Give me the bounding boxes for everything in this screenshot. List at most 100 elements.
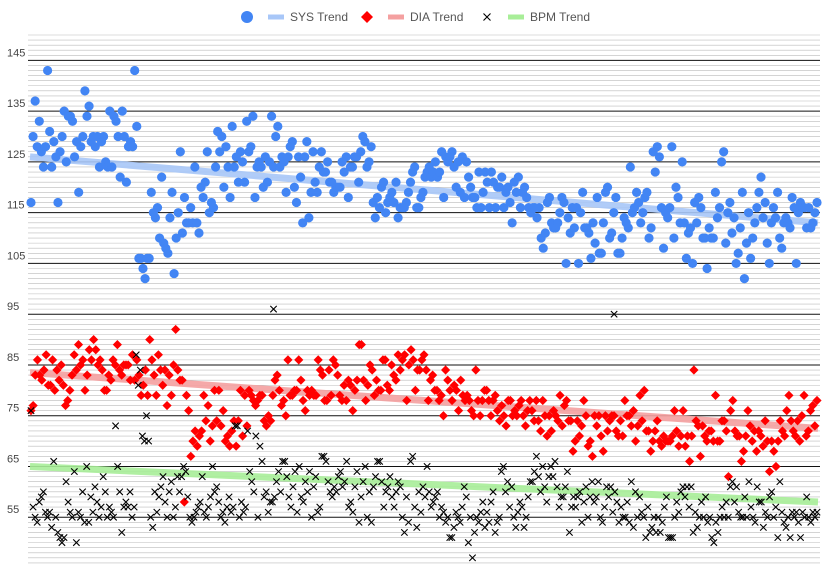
sys-point: [775, 233, 785, 243]
dia-point: [747, 436, 757, 446]
sys-point: [592, 192, 602, 203]
bpm-point: [307, 513, 316, 521]
bpm-point: [347, 498, 355, 506]
sys-point: [217, 131, 227, 142]
bpm-point: [543, 498, 551, 506]
bpm-point: [409, 452, 417, 460]
dia-point: [28, 400, 38, 411]
sys-point: [569, 223, 579, 233]
bpm-point: [165, 488, 173, 496]
bpm-point: [190, 513, 198, 521]
bpm-point: [136, 366, 144, 374]
bpm-point: [704, 518, 712, 526]
bpm-point: [39, 488, 47, 496]
bpm-point: [74, 508, 83, 516]
dia-point: [333, 370, 343, 380]
dia-point: [127, 350, 138, 360]
bpm-point: [442, 518, 450, 526]
sys-point: [652, 142, 662, 152]
sys-point: [772, 187, 783, 197]
dia-point: [233, 416, 243, 426]
dia-point: [214, 385, 224, 395]
sys-point: [57, 131, 67, 142]
sys-point: [636, 218, 646, 228]
dia-point: [222, 431, 233, 441]
sys-point: [764, 258, 774, 269]
bpm-point: [171, 503, 179, 511]
dia-point: [117, 370, 127, 380]
bpm-point: [735, 508, 743, 516]
dia-point: [758, 441, 768, 451]
bpm-point: [380, 503, 388, 511]
dia-point: [367, 365, 377, 375]
dia-point: [572, 416, 582, 426]
sys-point: [737, 187, 747, 197]
bpm-point: [95, 513, 103, 521]
sys-point: [152, 202, 163, 213]
sys-point: [687, 258, 698, 269]
dia-point: [376, 385, 386, 395]
sys-point: [74, 187, 84, 197]
sys-point: [94, 162, 105, 172]
dia-point: [132, 355, 142, 365]
dia-point: [656, 441, 667, 451]
bpm-point: [130, 503, 138, 511]
dia-point: [123, 360, 133, 370]
bpm-point: [145, 437, 153, 445]
sys-point: [119, 131, 129, 142]
bpm-point: [565, 528, 574, 537]
dia-point: [358, 375, 369, 385]
bpm-point: [656, 528, 664, 537]
bpm-point: [730, 498, 739, 506]
bpm-point: [526, 478, 534, 486]
bpm-point: [590, 498, 598, 506]
bpm-point: [586, 493, 594, 501]
dia-point: [199, 390, 209, 401]
bpm-point: [97, 503, 105, 511]
sys-point: [673, 192, 683, 203]
bpm-point: [178, 473, 186, 481]
bpm-point: [396, 483, 404, 491]
bpm-point: [382, 488, 390, 496]
dia-point: [181, 390, 192, 401]
dia-point: [259, 416, 269, 426]
bpm-point: [132, 351, 140, 359]
sys-point: [378, 177, 389, 187]
dia-point: [421, 365, 431, 375]
dia-point: [112, 340, 122, 350]
dia-point: [756, 431, 766, 441]
sys-point: [596, 248, 606, 258]
sys-point: [559, 197, 569, 208]
dia-point: [808, 400, 818, 411]
bpm-point: [225, 493, 233, 501]
bpm-point: [114, 462, 122, 471]
bpm-point: [340, 478, 349, 486]
bpm-point: [673, 498, 681, 506]
bpm-point: [35, 498, 43, 506]
bpm-point: [151, 488, 159, 496]
bpm-point: [640, 513, 648, 521]
bpm-point: [66, 508, 74, 516]
bpm-point: [503, 478, 512, 486]
dia-point: [134, 370, 144, 380]
bpm-point: [435, 513, 444, 521]
sys-point: [575, 208, 586, 218]
bpm-point: [619, 513, 627, 521]
bpm-point: [52, 513, 60, 521]
sys-point: [320, 167, 331, 177]
bpm-point: [324, 478, 332, 486]
dia-point: [423, 395, 433, 406]
bpm-point: [440, 508, 448, 516]
sys-point: [132, 121, 142, 131]
bpm-point: [427, 503, 435, 511]
dia-point: [695, 451, 705, 461]
sys-point: [28, 131, 38, 142]
bpm-point: [254, 513, 262, 521]
dia-point: [203, 400, 213, 411]
sys-point: [710, 187, 720, 197]
dia-point: [350, 385, 360, 395]
sys-point: [646, 223, 656, 233]
bpm-point: [475, 518, 483, 526]
sys-point: [439, 192, 449, 203]
sys-point: [650, 167, 660, 177]
